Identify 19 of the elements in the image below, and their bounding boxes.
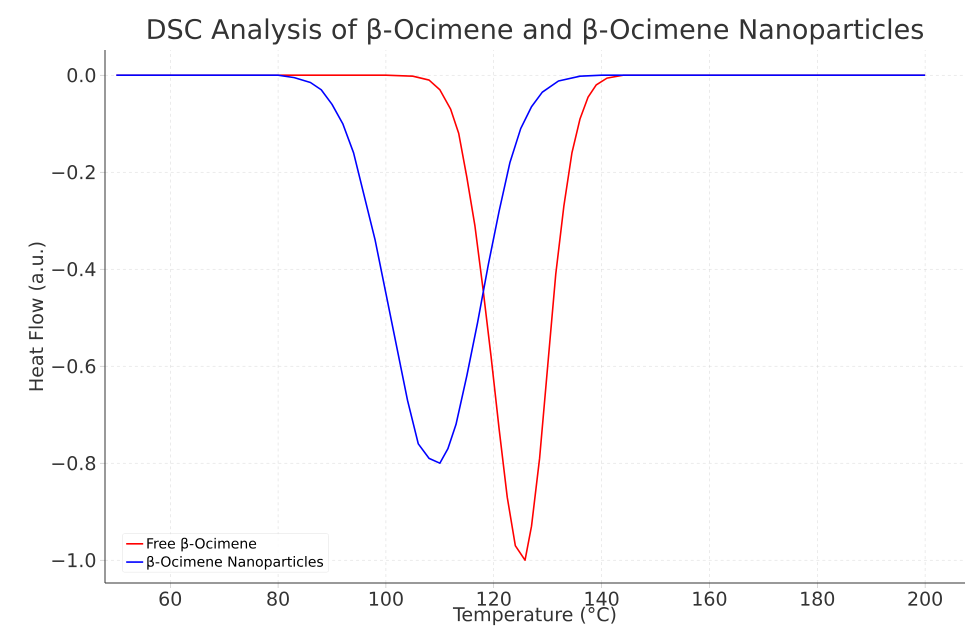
x-tick-label: 200 [908, 592, 942, 606]
x-tick-label: 180 [801, 592, 834, 606]
y-tick-label: −0.4 [52, 262, 96, 276]
y-axis-title: Heat Flow (a.u.) [28, 242, 46, 390]
chart-title: DSC Analysis of β-Ocimene and β-Ocimene Nanoparticles [148, 18, 923, 44]
x-tick-label: 100 [370, 592, 403, 606]
x-tick-label: 140 [586, 592, 618, 606]
x-axis-title: Temperature (°C) [452, 606, 616, 626]
y-tick-label: −1.0 [52, 553, 96, 568]
y-tick-label: −0.8 [52, 456, 96, 470]
x-tick-label: 120 [478, 592, 511, 606]
legend-label: β-Ocimene Nanoparticles [147, 556, 324, 570]
x-tick-label: 160 [693, 592, 726, 606]
x-tick-label: 60 [159, 592, 182, 606]
x-tick-label: 80 [267, 592, 289, 606]
y-tick-label: 0.0 [68, 68, 96, 82]
legend-label: Free β-Ocimene [147, 538, 256, 552]
y-tick-label: −0.2 [52, 165, 95, 180]
y-tick-label: −0.6 [52, 359, 96, 374]
